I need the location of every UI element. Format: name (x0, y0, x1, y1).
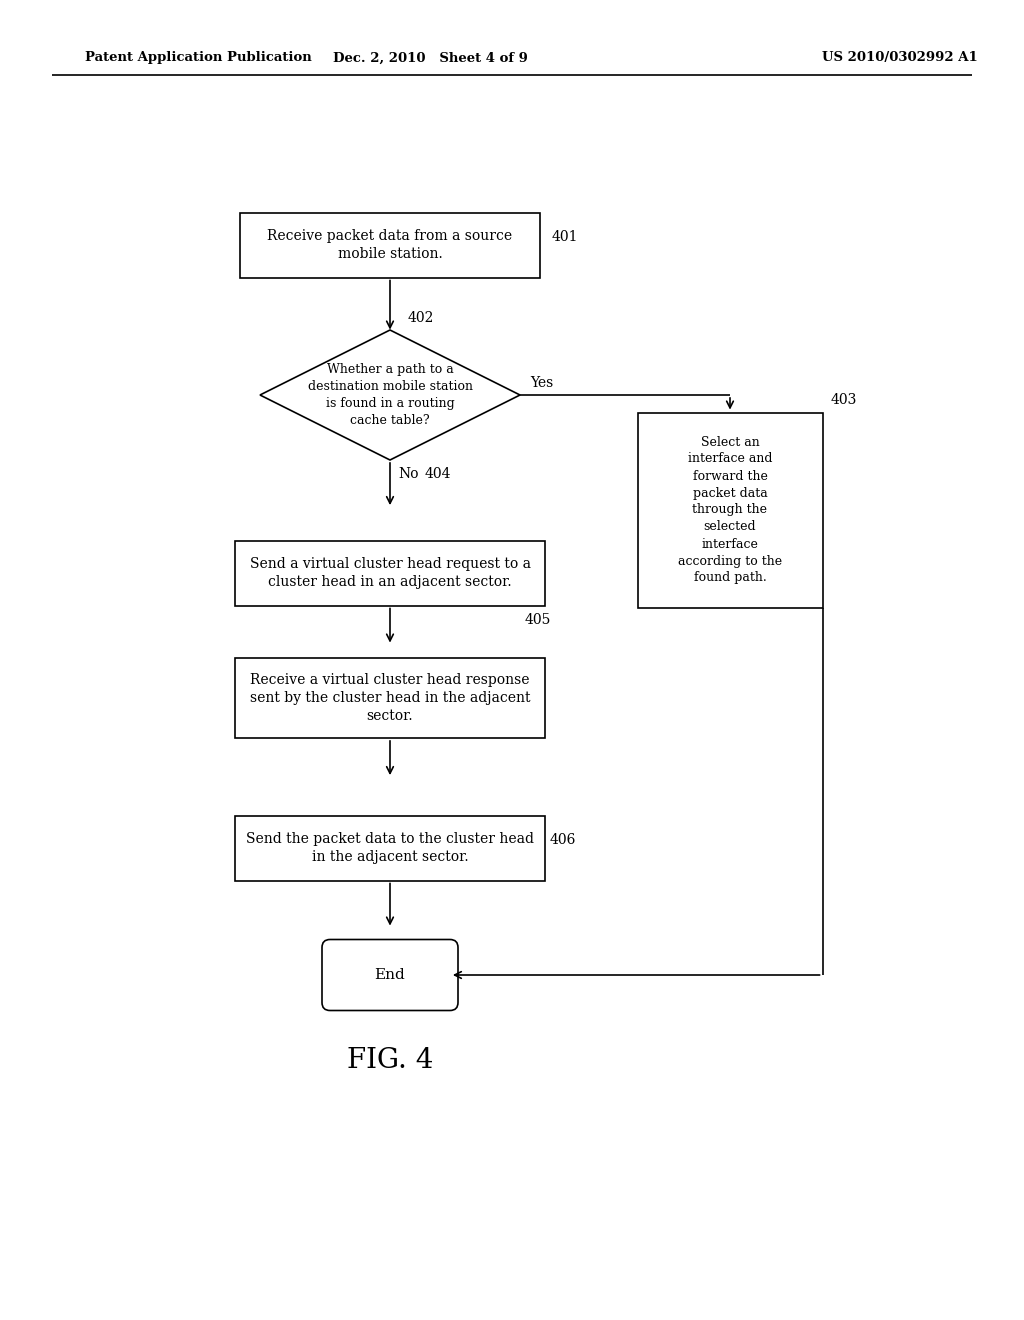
FancyBboxPatch shape (240, 213, 540, 277)
Text: Receive packet data from a source
mobile station.: Receive packet data from a source mobile… (267, 228, 513, 261)
Text: Select an
interface and
forward the
packet data
through the
selected
interface
a: Select an interface and forward the pack… (678, 436, 782, 585)
Text: End: End (375, 968, 406, 982)
Text: 402: 402 (408, 312, 434, 325)
Text: Receive a virtual cluster head response
sent by the cluster head in the adjacent: Receive a virtual cluster head response … (250, 673, 530, 723)
Text: 406: 406 (550, 833, 577, 847)
FancyBboxPatch shape (234, 657, 545, 738)
FancyBboxPatch shape (234, 540, 545, 606)
Text: Send the packet data to the cluster head
in the adjacent sector.: Send the packet data to the cluster head… (246, 832, 534, 865)
FancyBboxPatch shape (638, 412, 822, 607)
Text: Send a virtual cluster head request to a
cluster head in an adjacent sector.: Send a virtual cluster head request to a… (250, 557, 530, 589)
Text: No: No (398, 467, 419, 480)
Text: 404: 404 (425, 467, 452, 480)
Polygon shape (260, 330, 520, 459)
Text: 403: 403 (830, 393, 857, 408)
FancyBboxPatch shape (234, 816, 545, 880)
Text: 401: 401 (552, 230, 579, 244)
Text: Dec. 2, 2010   Sheet 4 of 9: Dec. 2, 2010 Sheet 4 of 9 (333, 51, 527, 65)
Text: Patent Application Publication: Patent Application Publication (85, 51, 311, 65)
Text: Whether a path to a
destination mobile station
is found in a routing
cache table: Whether a path to a destination mobile s… (307, 363, 472, 426)
FancyBboxPatch shape (322, 940, 458, 1011)
Text: Yes: Yes (530, 376, 553, 389)
Text: 405: 405 (525, 612, 551, 627)
Text: US 2010/0302992 A1: US 2010/0302992 A1 (822, 51, 978, 65)
Text: FIG. 4: FIG. 4 (347, 1047, 433, 1073)
